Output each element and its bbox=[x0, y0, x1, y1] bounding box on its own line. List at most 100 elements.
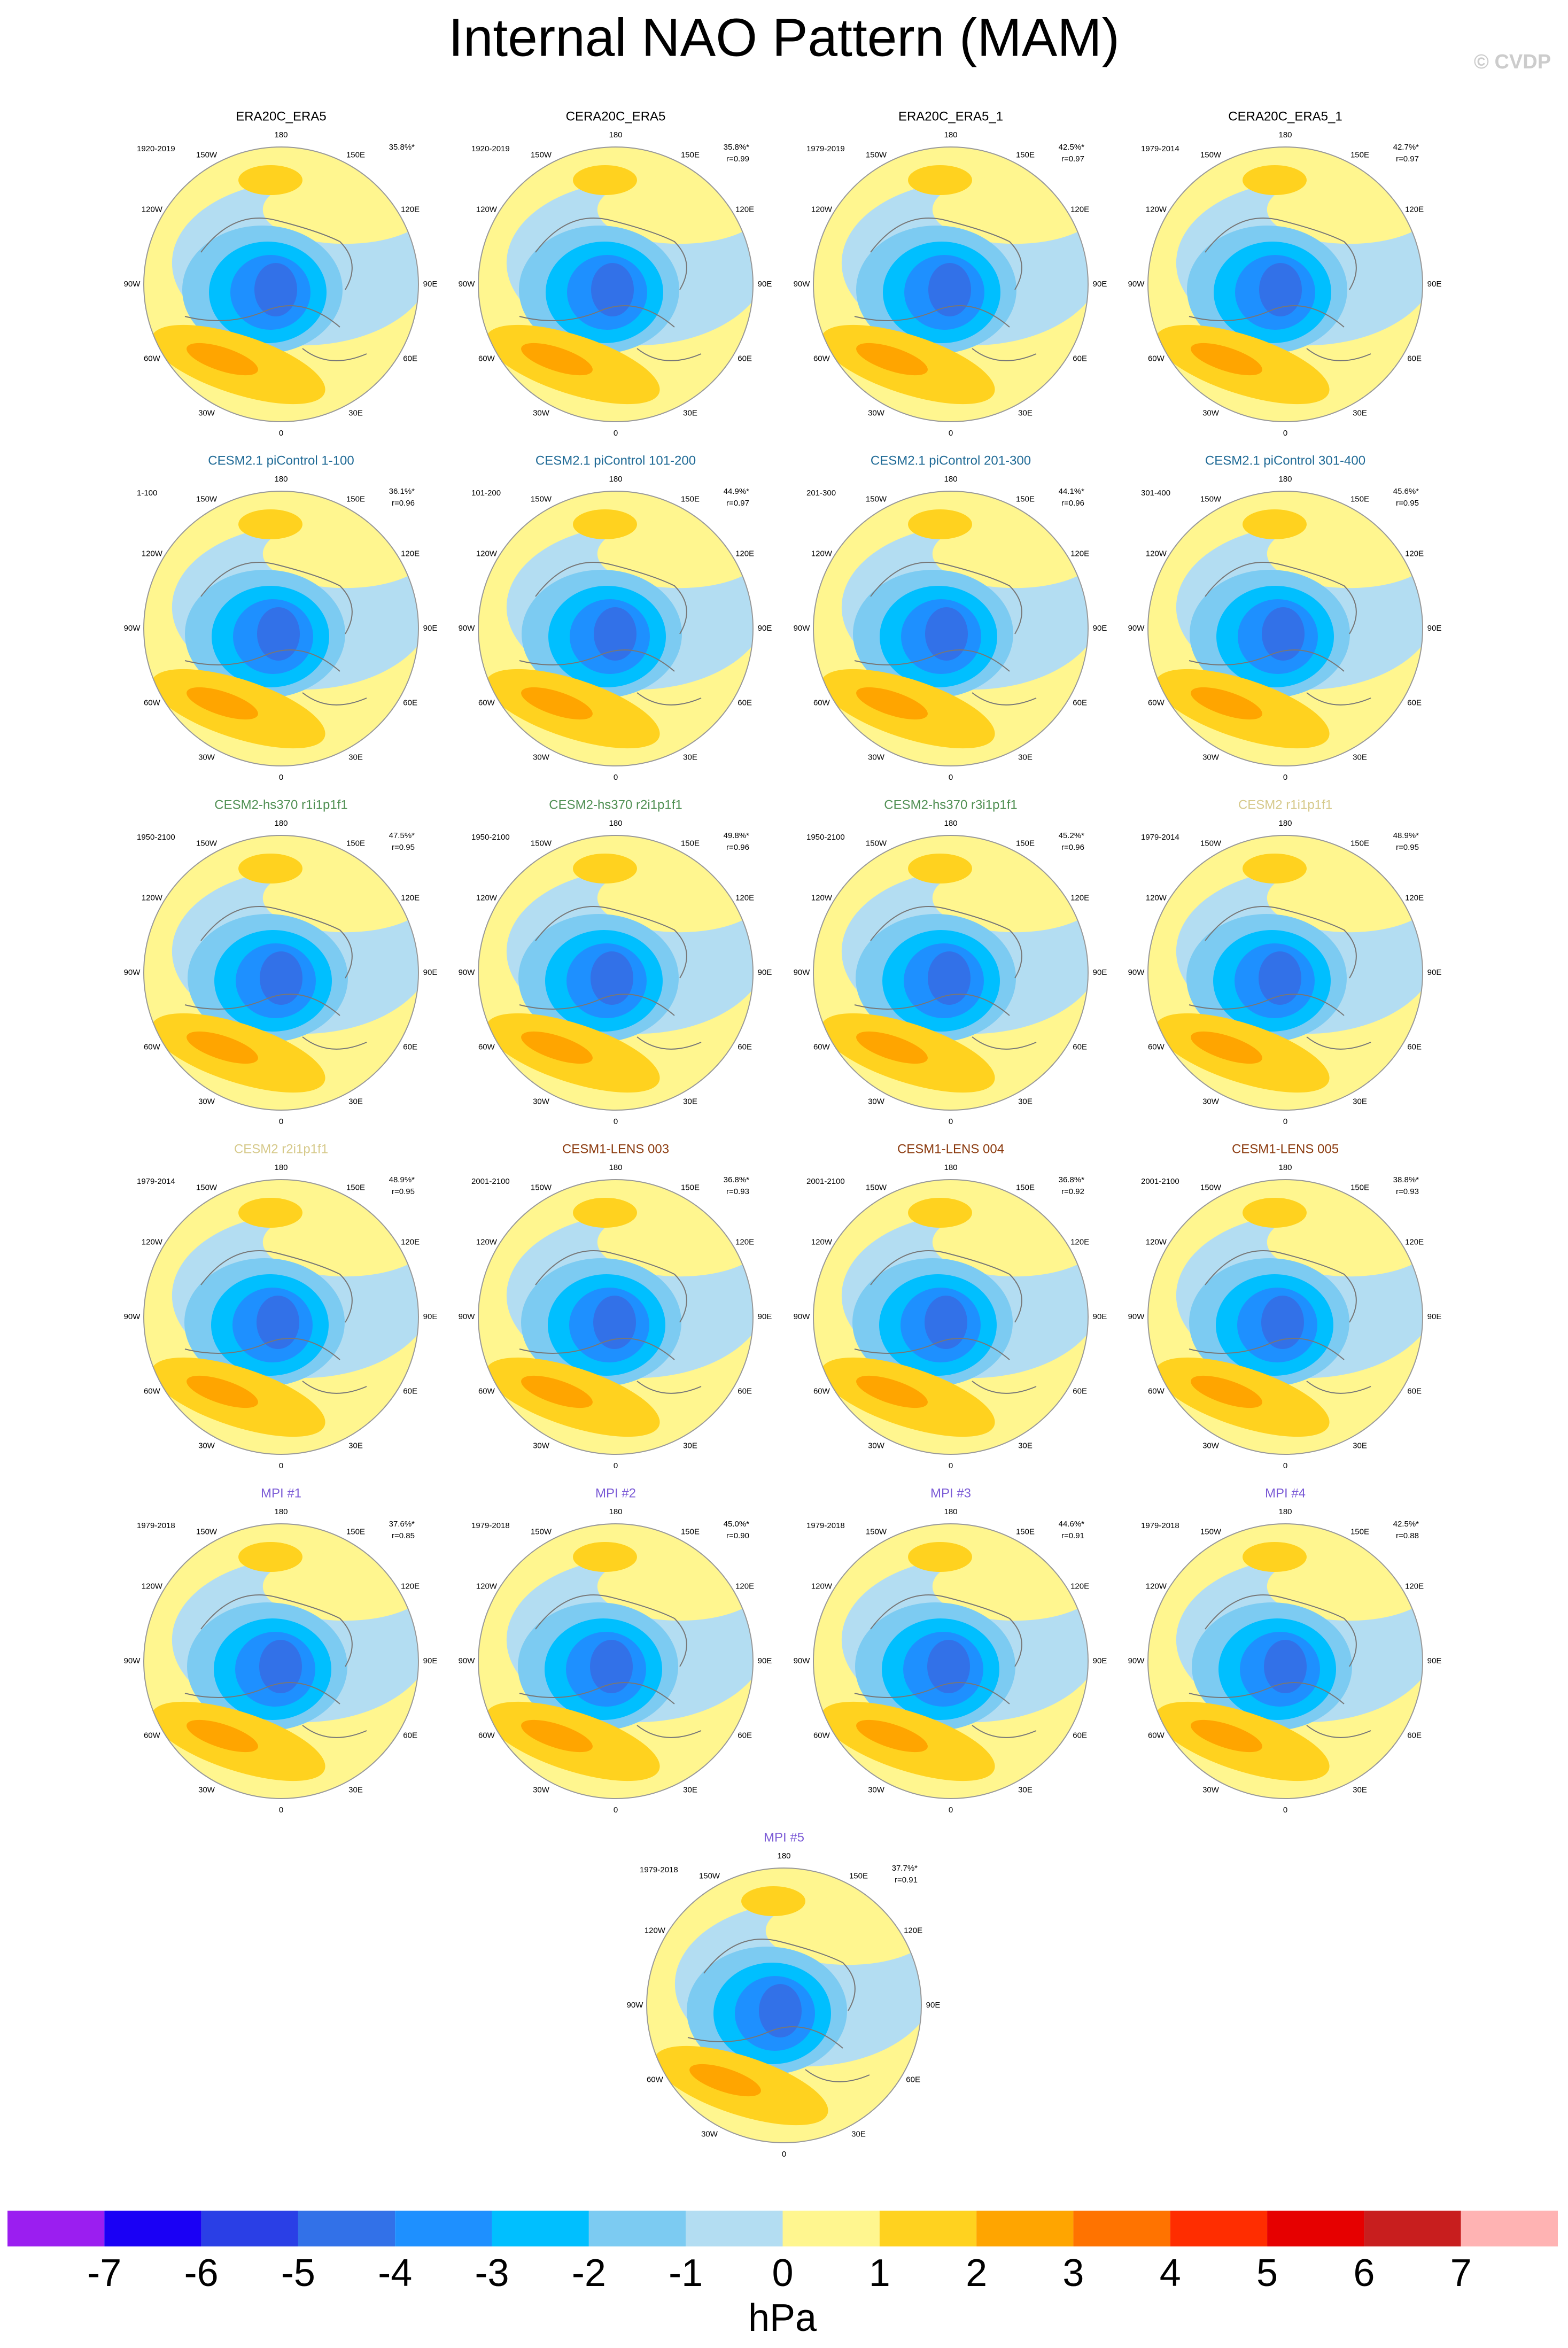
pattern-correlation: r=0.93 bbox=[726, 1187, 749, 1196]
field-band bbox=[591, 263, 634, 316]
colorbar-box bbox=[1073, 2211, 1170, 2246]
longitude-label: 150W bbox=[531, 1183, 552, 1192]
colorbar-label: -2 bbox=[572, 2252, 606, 2295]
longitude-label: 60W bbox=[144, 698, 161, 707]
longitude-label: 120E bbox=[1070, 893, 1089, 902]
map-panel: 180 150E 120E 90E 60E 30E 0 30W 60W 90W 120W 150W CE… bbox=[124, 797, 438, 1126]
panel-title: MPI #2 bbox=[595, 1486, 636, 1500]
coastline bbox=[1189, 218, 1371, 361]
longitude-label: 90E bbox=[423, 968, 438, 977]
explained-variance: 35.8%* bbox=[389, 143, 415, 152]
colorbar-box bbox=[1461, 2211, 1558, 2246]
longitude-label: 90E bbox=[1093, 1312, 1107, 1321]
longitude-label: 60E bbox=[738, 1731, 752, 1740]
explained-variance: 45.6%* bbox=[1393, 487, 1419, 496]
figure-title: Internal NAO Pattern (MAM) bbox=[448, 7, 1120, 67]
longitude-label: 150W bbox=[196, 494, 218, 503]
colorbar-box bbox=[1170, 2211, 1268, 2246]
map-field bbox=[478, 147, 753, 422]
longitude-label: 30E bbox=[1018, 1097, 1033, 1106]
longitude-label: 30W bbox=[868, 1442, 885, 1451]
longitude-label: 120E bbox=[401, 1582, 420, 1591]
longitude-label: 120E bbox=[1405, 1582, 1424, 1591]
longitude-label: 0 bbox=[614, 429, 618, 438]
longitude-label: 120W bbox=[645, 1926, 666, 1935]
field-band bbox=[521, 343, 593, 376]
map-panel: 180 150E 120E 90E 60E 30E 0 30W 60W 90W 120W 150W CE… bbox=[1128, 109, 1442, 438]
map-border bbox=[143, 146, 419, 422]
longitude-label: 90E bbox=[758, 968, 772, 977]
field-band bbox=[593, 1296, 636, 1349]
longitude-label: 60W bbox=[144, 1042, 161, 1051]
longitude-label: 90W bbox=[459, 968, 476, 977]
field-band bbox=[1191, 1719, 1262, 1753]
longitude-label: 30E bbox=[1018, 753, 1033, 762]
longitude-label: 150W bbox=[866, 839, 887, 848]
map-field bbox=[478, 1180, 753, 1454]
map-panel: 180 150E 120E 90E 60E 30E 0 30W 60W 90W 120W 150W CE… bbox=[459, 1142, 772, 1470]
map-panel: 180 150E 120E 90E 60E 30E 0 30W 60W 90W 120W 150W MP… bbox=[1128, 1486, 1442, 1815]
field-band bbox=[573, 854, 637, 884]
map-border bbox=[813, 146, 1089, 422]
colorbar-label: 6 bbox=[1353, 2252, 1375, 2295]
longitude-label: 90E bbox=[423, 624, 438, 633]
period: 2001-2100 bbox=[471, 1177, 510, 1186]
longitude-label: 60W bbox=[1148, 1731, 1165, 1740]
period: 2001-2100 bbox=[1141, 1177, 1179, 1186]
field-band bbox=[908, 854, 972, 884]
map-border bbox=[143, 835, 419, 1111]
longitude-label: 60E bbox=[1407, 354, 1422, 363]
coastline bbox=[519, 562, 702, 706]
coastline bbox=[1189, 1250, 1371, 1394]
longitude-label: 90W bbox=[124, 1312, 141, 1321]
longitude-label: 150W bbox=[699, 1871, 720, 1880]
colorbar-label: -1 bbox=[669, 2252, 703, 2295]
colorbar-label: 5 bbox=[1256, 2252, 1278, 2295]
pattern-correlation: r=0.88 bbox=[1396, 1531, 1419, 1540]
colorbar-label: -7 bbox=[87, 2252, 121, 2295]
longitude-label: 60W bbox=[813, 1386, 830, 1396]
longitude-label: 120W bbox=[811, 205, 833, 214]
field-band bbox=[521, 1719, 593, 1753]
longitude-label: 120W bbox=[811, 1237, 833, 1246]
longitude-label: 30W bbox=[868, 1097, 885, 1106]
longitude-label: 120E bbox=[1405, 1237, 1424, 1246]
longitude-label: 180 bbox=[609, 130, 622, 140]
longitude-label: 30E bbox=[683, 753, 697, 762]
longitude-label: 180 bbox=[944, 1163, 957, 1172]
map-panel: 180 150E 120E 90E 60E 30E 0 30W 60W 90W 120W 150W CE… bbox=[124, 1142, 438, 1470]
map-panel: 180 150E 120E 90E 60E 30E 0 30W 60W 90W 120W 150W CE… bbox=[124, 453, 438, 782]
coastline bbox=[1189, 562, 1371, 706]
longitude-label: 30E bbox=[348, 753, 363, 762]
map-panel: 180 150E 120E 90E 60E 30E 0 30W 60W 90W 120W 150W CE… bbox=[1128, 453, 1442, 782]
map-field bbox=[144, 491, 418, 766]
longitude-label: 90E bbox=[423, 1312, 438, 1321]
map-panel: 180 150E 120E 90E 60E 30E 0 30W 60W 90W 120W 150W MP… bbox=[627, 1830, 941, 2159]
map-field bbox=[144, 835, 418, 1110]
map-field bbox=[813, 1180, 1088, 1454]
panel-title: ERA20C_ERA5 bbox=[236, 109, 326, 123]
pattern-correlation: r=0.95 bbox=[1396, 843, 1419, 852]
period: 1979-2014 bbox=[137, 1177, 175, 1186]
field-band bbox=[856, 1375, 928, 1408]
coastline bbox=[184, 1250, 367, 1394]
longitude-label: 60W bbox=[478, 1731, 495, 1740]
longitude-label: 60W bbox=[813, 1731, 830, 1740]
explained-variance: 44.1%* bbox=[1059, 487, 1085, 496]
longitude-label: 30W bbox=[533, 1442, 550, 1451]
longitude-label: 150E bbox=[1350, 839, 1369, 848]
map-border bbox=[813, 835, 1089, 1111]
panel-title: CESM2.1 piControl 301-400 bbox=[1205, 453, 1365, 468]
pattern-correlation: r=0.99 bbox=[726, 154, 749, 164]
longitude-label: 60E bbox=[403, 1042, 417, 1051]
map-panel: 180 150E 120E 90E 60E 30E 0 30W 60W 90W 120W 150W CE… bbox=[794, 1142, 1107, 1470]
longitude-label: 180 bbox=[944, 130, 957, 140]
map-field bbox=[1148, 491, 1423, 766]
colorbar-box bbox=[1267, 2211, 1364, 2246]
field-band bbox=[908, 1198, 972, 1228]
colorbar-label: -4 bbox=[378, 2252, 412, 2295]
explained-variance: 38.8%* bbox=[1393, 1175, 1419, 1184]
field-band bbox=[856, 343, 928, 376]
coastline bbox=[854, 218, 1037, 361]
map-panel: 180 150E 120E 90E 60E 30E 0 30W 60W 90W 120W 150W ER… bbox=[124, 109, 438, 438]
